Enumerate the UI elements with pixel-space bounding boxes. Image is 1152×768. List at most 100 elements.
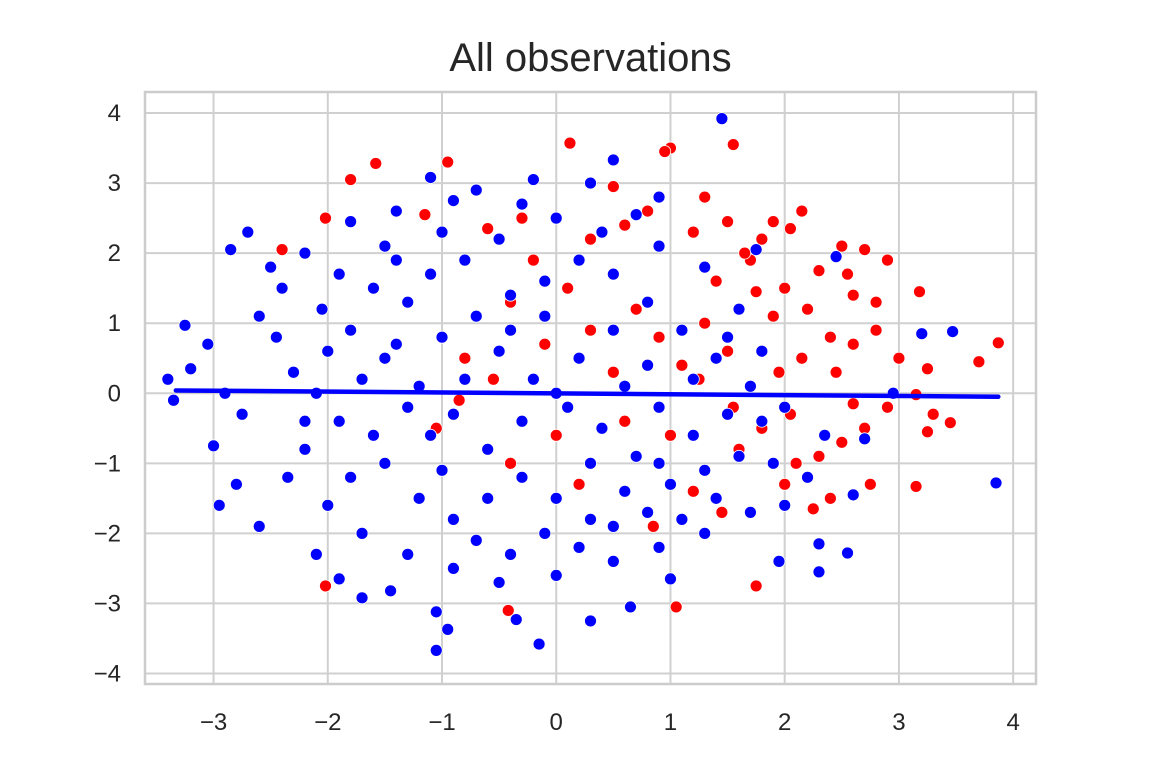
data-point: [715, 112, 729, 126]
data-point: [344, 470, 358, 484]
data-point: [264, 260, 278, 274]
data-point: [332, 267, 346, 281]
data-point: [447, 407, 460, 421]
data-point: [675, 512, 689, 526]
data-point: [201, 337, 215, 351]
data-point: [595, 225, 609, 239]
data-point: [315, 302, 329, 316]
data-point: [424, 171, 437, 184]
data-point: [332, 414, 346, 428]
data-point: [744, 379, 757, 393]
data-point: [801, 470, 814, 484]
data-point: [418, 208, 432, 222]
data-point: [789, 456, 803, 470]
data-point: [812, 565, 826, 579]
data-point: [721, 330, 734, 344]
data-point: [167, 393, 180, 407]
data-point: [858, 432, 872, 446]
chart-title: All observations: [449, 36, 732, 80]
data-point: [652, 190, 666, 204]
data-point: [584, 456, 597, 470]
data-point: [749, 285, 763, 299]
data-point: [452, 393, 466, 407]
x-tick-label: 0: [550, 709, 563, 736]
data-point: [584, 614, 597, 628]
data-point: [686, 484, 700, 498]
data-point: [355, 591, 369, 605]
data-point: [629, 208, 643, 222]
data-point: [538, 274, 552, 288]
data-point: [972, 355, 986, 369]
data-point: [424, 267, 437, 281]
data-point: [629, 302, 643, 316]
data-point: [755, 414, 769, 428]
data-point: [504, 547, 517, 561]
data-point: [378, 456, 392, 470]
data-point: [509, 613, 523, 626]
data-point: [652, 456, 666, 470]
data-point: [606, 519, 620, 533]
data-point: [921, 425, 934, 439]
data-point: [726, 138, 740, 151]
data-point: [766, 215, 780, 229]
grid: [145, 92, 1036, 684]
data-point: [806, 502, 820, 516]
data-point: [526, 173, 540, 186]
data-point: [389, 204, 403, 218]
data-point: [629, 449, 643, 463]
data-point: [367, 281, 380, 295]
data-point: [732, 449, 746, 463]
data-point: [378, 239, 392, 253]
data-point: [669, 600, 683, 614]
data-point: [344, 173, 358, 186]
data-point: [287, 365, 300, 379]
data-point: [526, 372, 540, 386]
data-point: [212, 498, 226, 512]
data-point: [492, 576, 506, 589]
data-point: [561, 281, 575, 295]
data-point: [664, 428, 677, 442]
data-point: [772, 365, 786, 379]
data-point: [572, 477, 586, 491]
data-point: [812, 264, 826, 278]
data-point: [401, 400, 415, 414]
data-point: [943, 416, 957, 430]
data-point: [926, 407, 940, 421]
data-point: [686, 372, 700, 386]
data-point: [772, 554, 786, 568]
y-tick-label: 1: [108, 310, 121, 337]
data-point: [458, 351, 472, 365]
data-point: [709, 351, 723, 365]
data-point: [538, 526, 552, 540]
data-point: [715, 505, 729, 519]
data-point: [389, 337, 403, 351]
data-point: [549, 428, 563, 442]
y-tick-label: 3: [108, 170, 121, 197]
data-point: [869, 295, 883, 309]
data-point: [429, 643, 443, 657]
data-point: [447, 562, 460, 575]
y-tick-label: 2: [108, 240, 121, 267]
data-point: [732, 302, 746, 316]
data-point: [504, 456, 517, 470]
data-point: [846, 488, 860, 502]
data-point: [846, 288, 860, 302]
data-point: [321, 344, 335, 358]
data-point: [572, 540, 586, 554]
data-point: [515, 414, 529, 428]
data-point: [435, 330, 449, 344]
data-point: [492, 344, 506, 358]
data-point: [481, 222, 495, 236]
data-point: [863, 477, 877, 491]
data-point: [298, 246, 312, 260]
data-point: [618, 484, 632, 498]
data-point: [504, 288, 517, 302]
data-point: [492, 232, 506, 246]
regression-line: [173, 388, 1001, 400]
data-point: [252, 519, 266, 533]
data-point: [572, 253, 586, 267]
data-point: [332, 572, 346, 586]
x-tick-label: −3: [200, 709, 227, 736]
data-point: [606, 267, 620, 281]
data-point: [846, 397, 860, 411]
